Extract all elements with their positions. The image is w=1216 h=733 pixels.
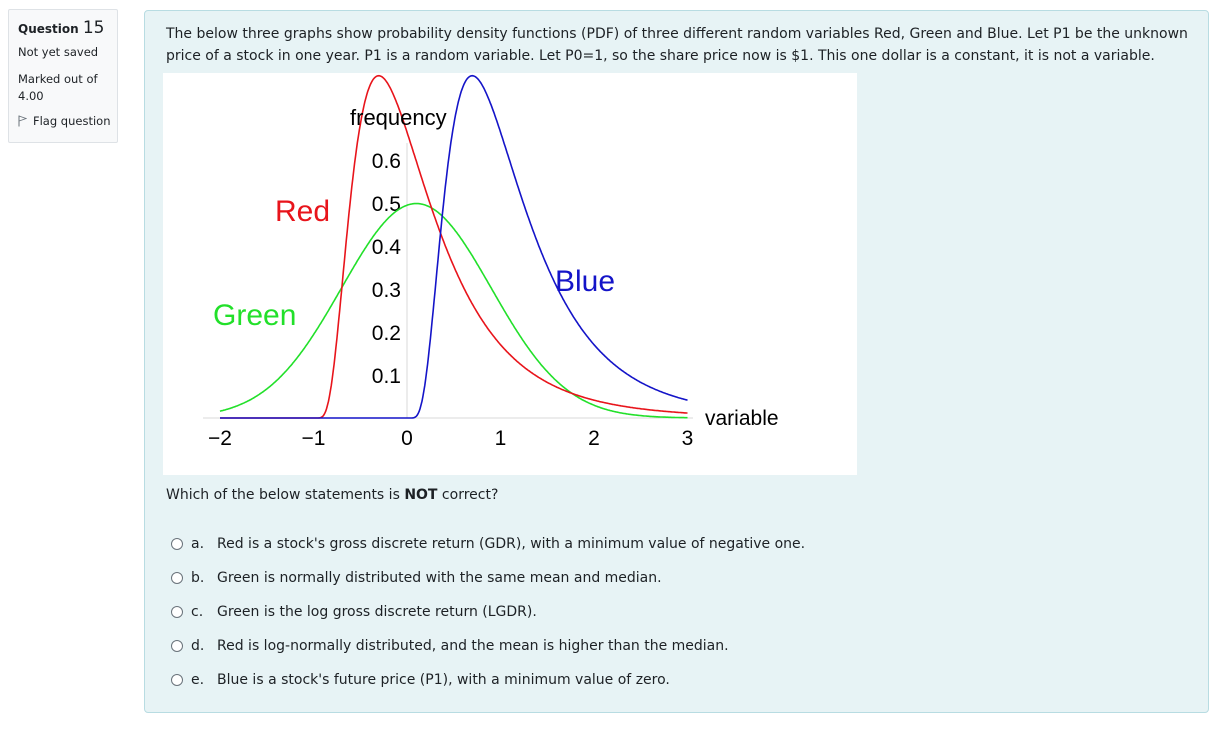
answer-option-a[interactable]: a. Red is a stock's gross discrete retur… — [171, 527, 805, 561]
x-axis-label: variable — [705, 407, 779, 430]
blue-curve — [220, 74, 688, 419]
option-letter: c. — [191, 604, 204, 620]
answer-options: a. Red is a stock's gross discrete retur… — [171, 527, 805, 697]
red-label: Red — [275, 195, 330, 228]
option-letter: d. — [191, 638, 205, 654]
prompt-text-end: correct? — [437, 487, 499, 503]
option-letter: e. — [191, 672, 205, 688]
blue-label: Blue — [555, 265, 615, 298]
pdf-chart: −2 −1 0 1 2 3 0.1 0.2 0.3 0.4 0.5 0.6 frequency var… — [163, 73, 857, 475]
question-number-value: 15 — [82, 18, 105, 38]
question-state: Not yet saved — [18, 45, 99, 59]
question-text: The below three graphs show probability … — [166, 26, 1188, 64]
option-letter: b. — [191, 570, 205, 586]
y-axis-label: frequency — [350, 105, 447, 130]
flag-question-label: Flag question — [33, 114, 111, 128]
x-tick-label: 2 — [588, 427, 600, 450]
radio-button[interactable] — [171, 674, 183, 686]
y-tick-label: 0.5 — [372, 193, 401, 216]
option-text: Red is log-normally distributed, and the… — [217, 638, 729, 654]
answer-option-e[interactable]: e. Blue is a stock's future price (P1), … — [171, 663, 805, 697]
answer-option-d[interactable]: d. Red is log-normally distributed, and … — [171, 629, 805, 663]
question-content: The below three graphs show probability … — [144, 10, 1209, 713]
question-number: Question 15 — [18, 18, 117, 39]
option-letter: a. — [191, 536, 205, 552]
radio-button[interactable] — [171, 640, 183, 652]
radio-button[interactable] — [171, 538, 183, 550]
question-info-panel: Question 15 Not yet saved Marked out of … — [8, 9, 118, 143]
y-tick-label: 0.2 — [372, 322, 401, 345]
green-label: Green — [213, 299, 296, 332]
option-text: Green is the log gross discrete return (… — [217, 604, 537, 620]
question-word: Question — [18, 22, 79, 36]
y-tick-label: 0.6 — [372, 150, 401, 173]
pdf-chart-svg: −2 −1 0 1 2 3 0.1 0.2 0.3 0.4 0.5 0.6 frequency var… — [203, 74, 779, 450]
question-grade: Marked out of 4.00 — [18, 72, 98, 103]
answer-option-c[interactable]: c. Green is the log gross discrete retur… — [171, 595, 805, 629]
radio-button[interactable] — [171, 606, 183, 618]
x-tick-label: −2 — [208, 427, 232, 450]
flag-question-link[interactable]: Flag question — [18, 114, 117, 128]
answer-option-b[interactable]: b. Green is normally distributed with th… — [171, 561, 805, 595]
y-tick-label: 0.4 — [372, 236, 402, 259]
option-text: Green is normally distributed with the s… — [217, 570, 662, 586]
question-prompt: Which of the below statements is NOT cor… — [166, 484, 498, 506]
x-tick-label: 0 — [401, 427, 413, 450]
x-tick-label: −1 — [302, 427, 326, 450]
y-tick-label: 0.1 — [372, 365, 401, 388]
flag-icon — [18, 115, 27, 127]
green-curve — [219, 202, 688, 419]
radio-button[interactable] — [171, 572, 183, 584]
x-tick-label: 3 — [682, 427, 694, 450]
x-tick-label: 1 — [495, 427, 507, 450]
option-text: Red is a stock's gross discrete return (… — [217, 536, 806, 552]
prompt-text: Which of the below statements is — [166, 487, 405, 503]
prompt-emphasis: NOT — [404, 487, 438, 503]
option-text: Blue is a stock's future price (P1), wit… — [217, 672, 670, 688]
y-tick-label: 0.3 — [372, 279, 401, 302]
axis-ticks: −2 −1 0 1 2 3 0.1 0.2 0.3 0.4 0.5 0.6 — [208, 150, 693, 450]
